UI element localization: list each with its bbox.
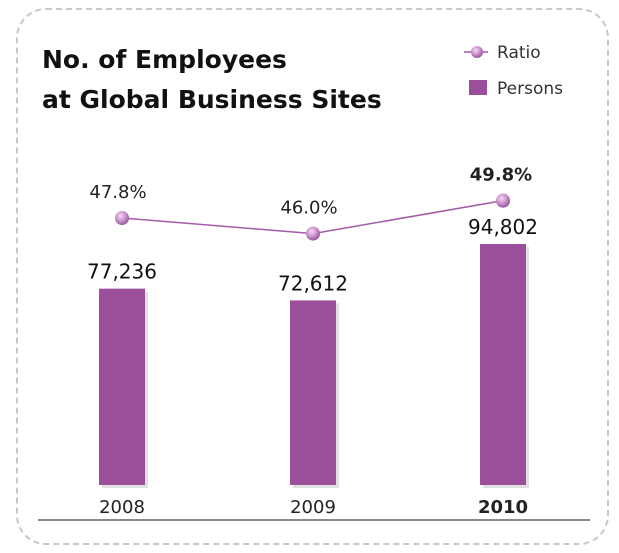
ratio-marker-2009 bbox=[306, 226, 320, 241]
legend: Ratio Persons bbox=[464, 43, 563, 99]
ratio-marker-2008 bbox=[115, 211, 129, 225]
bar-value-label-2008: 77,236 bbox=[87, 260, 157, 284]
x-tick-label-2008: 2008 bbox=[99, 497, 145, 518]
legend-ratio-marker bbox=[471, 46, 483, 58]
ratio-label-2009: 46.0% bbox=[280, 198, 337, 219]
bar-persons-2010 bbox=[480, 244, 526, 485]
x-tick-label-2010: 2010 bbox=[478, 497, 528, 518]
bar-value-label-2009: 72,612 bbox=[278, 271, 348, 295]
ratio-label-2008: 47.8% bbox=[89, 182, 146, 203]
bar-persons-2009 bbox=[290, 300, 336, 485]
bar-persons-2008 bbox=[99, 288, 145, 485]
legend-persons-swatch bbox=[469, 80, 487, 95]
chart-title: No. of Employees at Global Business Site… bbox=[42, 45, 382, 114]
x-tick-label-2009: 2009 bbox=[290, 497, 336, 518]
ratio-label-2010: 49.8% bbox=[470, 165, 532, 186]
ratio-marker-2010 bbox=[496, 193, 510, 208]
legend-ratio-label: Ratio bbox=[497, 43, 541, 63]
bar-value-label-2010: 94,802 bbox=[468, 215, 538, 239]
legend-persons-label: Persons bbox=[497, 79, 563, 99]
